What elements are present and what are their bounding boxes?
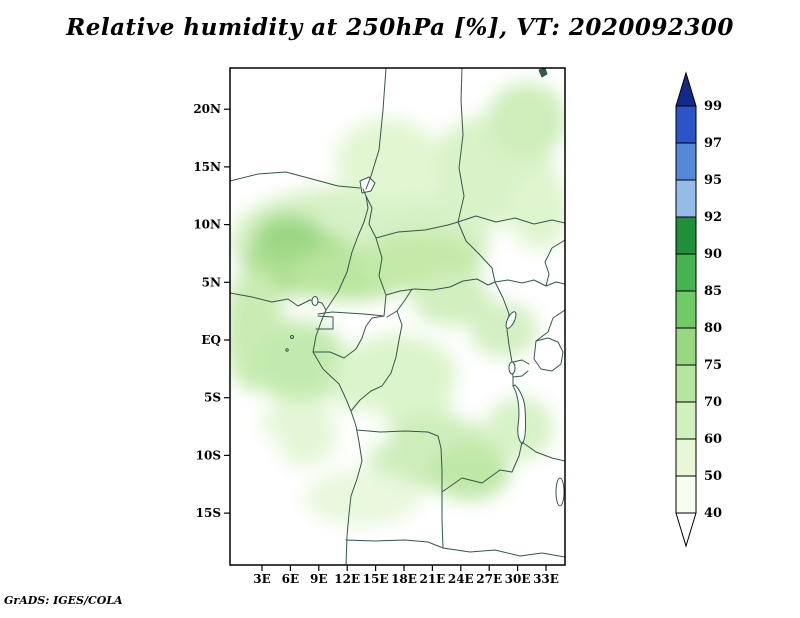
humidity-blob [470,302,538,358]
border-tanzania-zambia [521,441,565,462]
country-borders [230,68,565,565]
colorbar-segment [675,142,697,181]
x-axis-tick-label: 27E [476,572,502,586]
border-ethiopia-west [544,239,565,287]
y-axis-tick-label: 15N [193,160,221,174]
colorbar-label: 75 [704,358,722,373]
border-chad-cameroon [365,195,377,239]
colorbar-label: 50 [704,469,722,484]
colorbar-segment [675,290,697,329]
colorbar-label: 40 [704,506,722,521]
colorbar-label: 85 [704,284,722,299]
humidity-blob [336,118,440,202]
border-congo-drc-river [350,288,413,412]
y-axis-tick-label: 10N [193,218,221,232]
y-axis-tick-label: 20N [193,102,221,116]
border-cameroon-east [375,237,387,317]
colorbar-bottom-triangle [675,512,697,548]
border-chad-sudan [457,68,465,223]
colorbar-label: 92 [704,210,722,225]
humidity-blob [254,320,346,404]
map-frame [229,67,566,566]
humidity-blob [332,334,460,430]
border-car-south [385,278,496,296]
border-rwanda-burundi [512,359,530,378]
border-drc-east [494,281,514,387]
x-axis-tick-label: 18E [391,572,417,586]
border-zambia-south [441,491,565,558]
y-axis-tick-label: 15S [196,506,221,520]
border-zambia-drc [441,441,523,493]
y-axis-tick-label: 5N [202,275,221,289]
nile-squiggle [538,68,548,78]
colorbar-label: 90 [704,247,722,262]
humidity-blob [254,214,322,258]
border-eq-guinea [315,315,334,330]
colorbar-label: 60 [704,432,722,447]
x-axis-tick-label: 3E [253,572,271,586]
border-chad-car [375,221,459,239]
colorbar-segment [675,105,697,144]
lake-tanganyika [512,384,527,445]
border-car-sudan [457,221,496,283]
page-title: Relative humidity at 250hPa [%], VT: 202… [66,14,734,41]
colorbar-segment [675,475,697,514]
border-kenya-tanzania [535,309,565,342]
humidity-gap [450,372,502,412]
colorbar-segment [675,253,697,292]
humidity-gap [230,425,290,535]
x-axis-tick-label: 6E [282,572,300,586]
lake-albert [505,311,517,329]
border-drc-angola [356,429,443,493]
humidity-blob [304,470,420,526]
principe-island [285,348,289,352]
colorbar-segment [675,401,697,440]
humidity-shading [230,82,565,535]
colorbar-label: 99 [704,99,722,114]
border-cameroon-south [317,311,385,317]
y-axis-tick-label: 10S [196,448,221,462]
y-axis-tick-label: 5S [204,391,221,405]
x-axis-tick-label: 24E [448,572,474,586]
y-axis-tick-label: EQ [201,333,221,347]
lake-victoria [533,337,564,372]
sao-tome-island [290,335,294,339]
x-axis-tick-label: 21E [419,572,445,586]
x-axis-tick-label: 9E [310,572,328,586]
humidity-gap [230,85,300,175]
colorbar-top-triangle [675,71,697,107]
border-coastline [230,292,363,565]
border-sudan-ssudan [457,215,565,225]
x-axis-tick-label: 15E [363,572,389,586]
border-angola-namibia [345,539,444,549]
border-gabon-congo [312,315,385,359]
lake-kivu [508,361,516,375]
border-niger-chad [365,68,387,190]
colorbar-label: 80 [704,321,722,336]
colorbar-label: 97 [704,136,722,151]
humidity-blob [510,170,565,250]
border-ssudan-south [494,279,565,287]
border-niger-nigeria [230,171,361,189]
x-axis-tick-label: 12E [334,572,360,586]
colorbar-label: 95 [704,173,722,188]
bioko-island [311,296,319,306]
border-nigeria-cameroon [325,188,369,311]
humidity-blob [487,82,565,158]
lake-malawi [555,477,565,507]
colorbar-segment [675,179,697,218]
colorbar-segment [675,364,697,403]
colorbar-label: 70 [704,395,722,410]
colorbar-segment [675,216,697,255]
x-axis-tick-label: 30E [505,572,531,586]
colorbar-segment [675,438,697,477]
humidity-blob [412,274,492,326]
x-axis-tick-label: 33E [533,572,559,586]
grads-credit: GrADS: IGES/COLA [4,594,123,607]
colorbar-segment [675,327,697,366]
